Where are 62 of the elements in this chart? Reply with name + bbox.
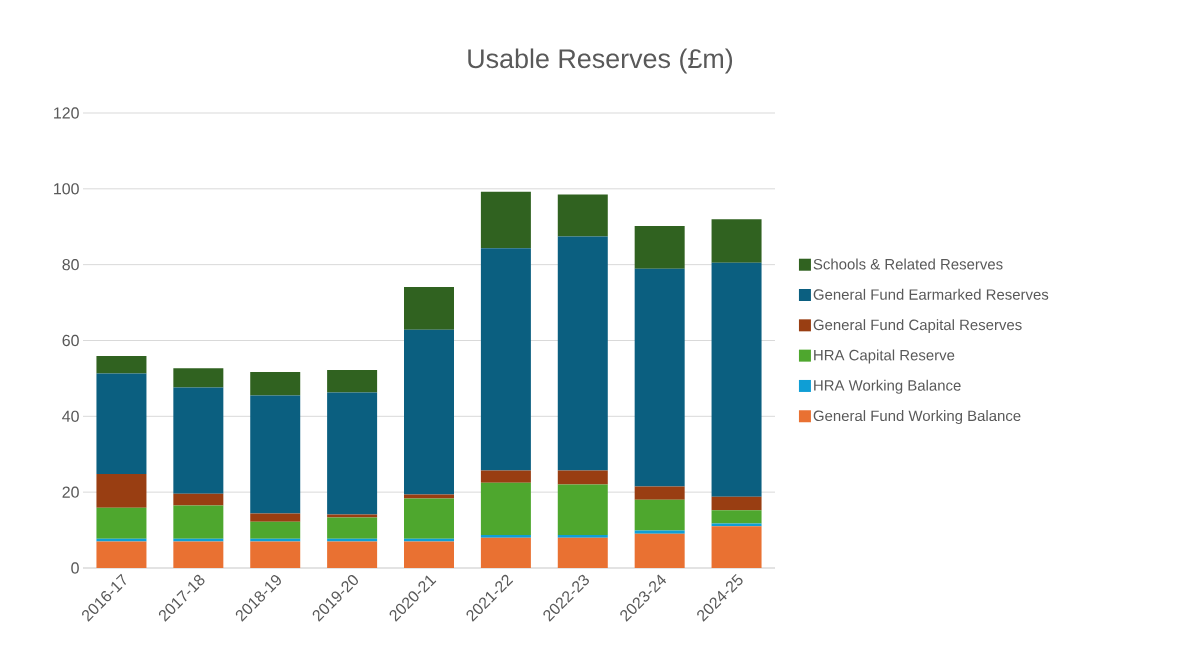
bar: [96, 541, 147, 568]
legend-label: HRA Capital Reserve: [814, 349, 955, 364]
y-tick-label: 120: [54, 107, 79, 119]
bar: [327, 517, 378, 539]
y-tick-label: 60: [62, 334, 79, 347]
bar: [557, 484, 608, 535]
bar: [250, 371, 301, 396]
bar: [404, 494, 454, 499]
bar: [557, 194, 608, 237]
bar: [96, 507, 147, 539]
bar: [634, 268, 685, 487]
bar: [557, 470, 608, 485]
bar: [711, 219, 762, 263]
bar: [327, 392, 378, 515]
bar: [327, 514, 378, 518]
bar: [96, 473, 147, 508]
bar: [634, 533, 685, 568]
bar: [557, 236, 608, 471]
legend-label: General Fund Capital Reserves: [813, 319, 1022, 334]
legend-label: Schools & Related Reserves: [813, 258, 1003, 270]
y-tick-label: 20: [62, 486, 79, 498]
bar: [327, 541, 378, 568]
bar: [557, 535, 608, 538]
y-tick-label: 40: [62, 410, 79, 422]
bar: [404, 287, 454, 330]
legend-label: HRA Working Balance: [814, 379, 961, 394]
y-tick-label: 80: [62, 259, 79, 271]
bar: [711, 526, 762, 568]
bar: [557, 537, 608, 568]
bar: [250, 395, 301, 514]
bar: [96, 373, 147, 474]
bar: [404, 541, 454, 568]
bar: [634, 499, 685, 531]
bar: [634, 486, 685, 500]
bar: [96, 356, 147, 374]
bar: [250, 513, 301, 522]
bar: [173, 505, 224, 539]
bar: [173, 368, 224, 388]
bar: [480, 482, 531, 535]
bar: [404, 498, 454, 539]
bar: [480, 248, 531, 471]
chart-title: Usable Reserves (£m): [468, 48, 733, 74]
bar: [711, 496, 762, 511]
bar: [480, 191, 531, 249]
bar: [250, 521, 301, 539]
legend-label: General Fund Working Balance: [813, 410, 1021, 425]
bar: [480, 537, 531, 568]
bar: [250, 541, 301, 568]
bar: [480, 535, 531, 538]
bar: [711, 262, 762, 497]
bar: [634, 225, 685, 269]
y-tick-label: 100: [54, 183, 79, 195]
bar: [480, 470, 531, 483]
bar: [327, 370, 378, 393]
bar: [711, 510, 762, 524]
bar: [173, 493, 224, 506]
bar: [634, 530, 685, 534]
legend-label: General Fund Earmarked Reserves: [813, 288, 1049, 300]
y-tick-label: 0: [71, 562, 79, 574]
bar: [173, 387, 224, 494]
bar: [404, 329, 454, 495]
bar: [173, 541, 224, 568]
